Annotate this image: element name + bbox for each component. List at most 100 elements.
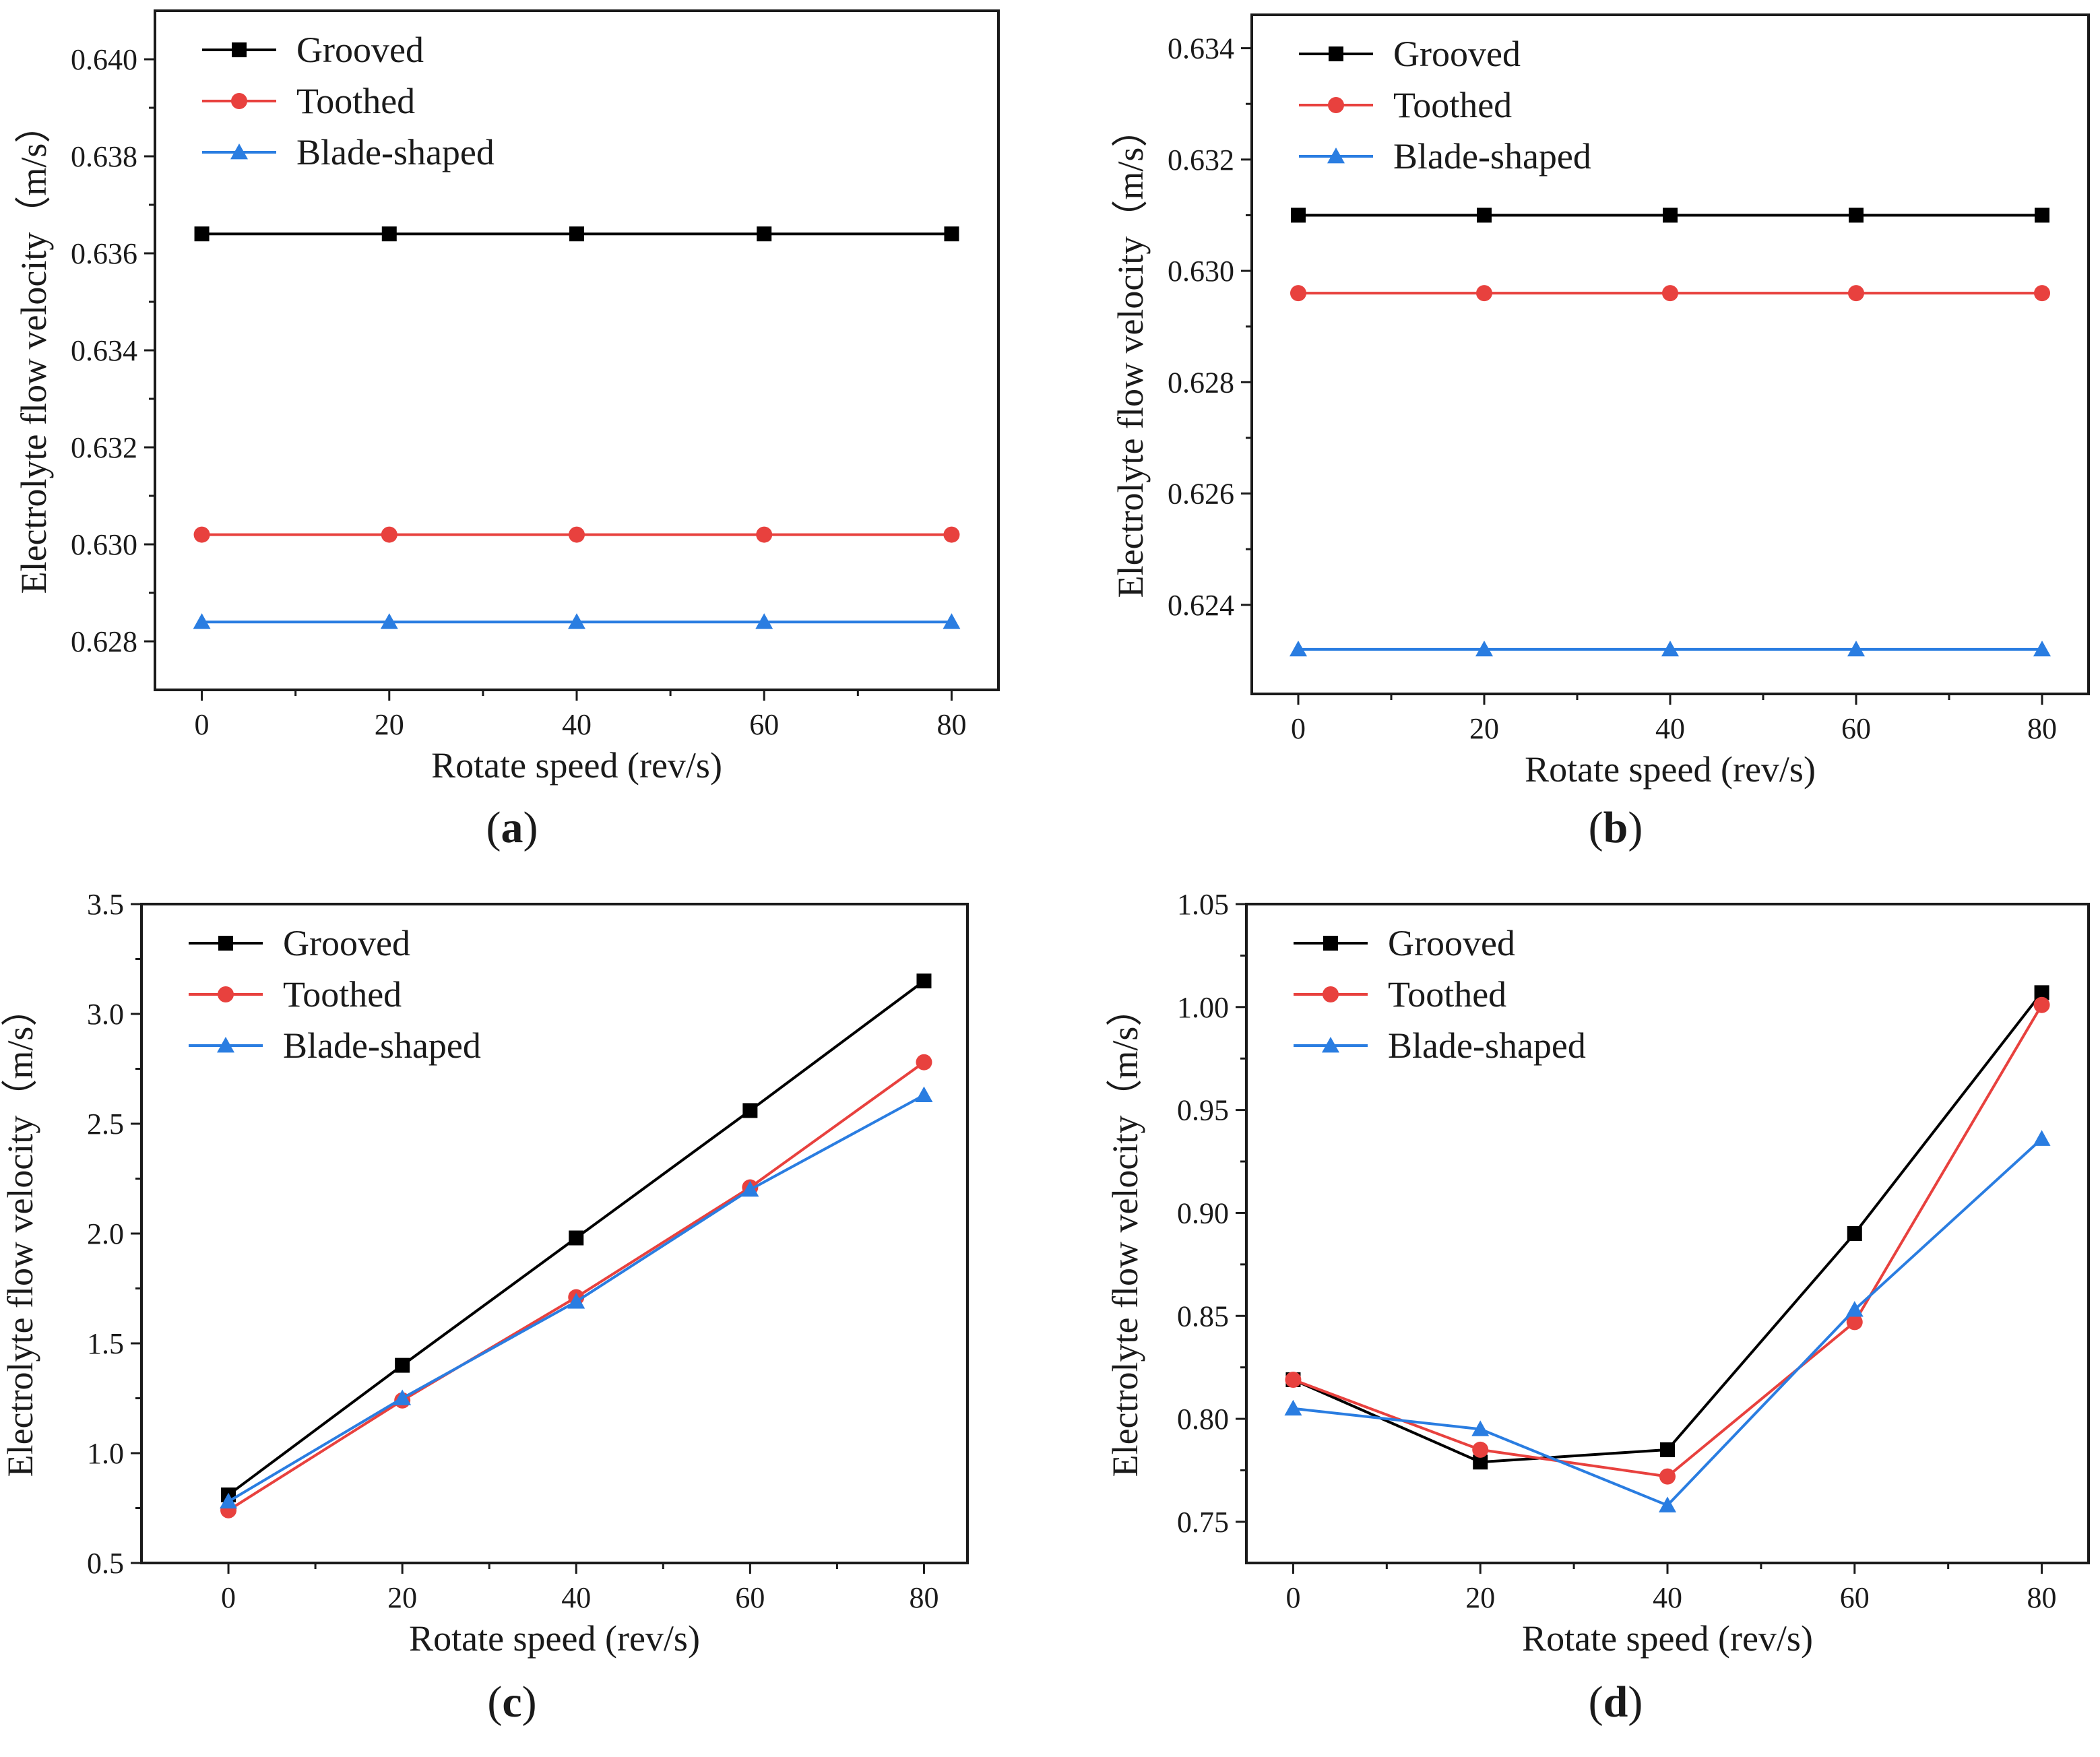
y-tick-label-d: 0.80 bbox=[1177, 1403, 1229, 1436]
data-point-d-blade-shaped bbox=[2033, 1130, 2051, 1146]
x-tick-label-c: 0 bbox=[221, 1581, 236, 1614]
data-point-c-toothed bbox=[916, 1054, 932, 1071]
legend-marker-a bbox=[230, 143, 248, 160]
y-tick-label-b: 0.634 bbox=[1168, 32, 1234, 65]
legend-label-b: Grooved bbox=[1393, 34, 1521, 74]
data-point-c-blade-shaped bbox=[915, 1086, 933, 1103]
y-tick-label-b: 0.626 bbox=[1168, 478, 1234, 511]
y-tick-label-a: 0.638 bbox=[71, 140, 137, 173]
y-tick-label-c: 2.5 bbox=[87, 1108, 124, 1141]
data-point-d-grooved bbox=[1473, 1455, 1488, 1470]
data-point-a-toothed bbox=[193, 526, 210, 543]
y-tick-label-c: 3.0 bbox=[87, 998, 124, 1031]
y-tick-label-a: 0.636 bbox=[71, 237, 137, 270]
y-axis-label-a: Electrolyte flow velocity（m/s） bbox=[13, 107, 54, 594]
legend-label-d: Toothed bbox=[1388, 974, 1506, 1015]
data-point-b-blade-shaped bbox=[1661, 640, 1679, 657]
x-tick-label-a: 20 bbox=[375, 708, 404, 741]
y-tick-label-d: 0.95 bbox=[1177, 1094, 1229, 1127]
legend-label-c: Grooved bbox=[283, 923, 410, 963]
data-point-a-grooved bbox=[194, 226, 210, 242]
y-tick-label-c: 2.0 bbox=[87, 1217, 124, 1250]
y-axis-label-b: Electrolyte flow velocity（m/s） bbox=[1110, 111, 1151, 598]
data-point-a-blade-shaped bbox=[943, 613, 961, 629]
y-tick-label-a: 0.630 bbox=[71, 528, 137, 561]
legend-marker-d bbox=[1323, 936, 1338, 951]
panel-caption-b: (b) bbox=[1589, 803, 1643, 852]
x-tick-label-a: 60 bbox=[749, 708, 779, 741]
x-tick-label-c: 60 bbox=[735, 1581, 765, 1614]
legend-label-b: Toothed bbox=[1393, 85, 1512, 125]
data-point-b-toothed bbox=[1848, 285, 1864, 302]
data-point-d-toothed bbox=[1285, 1371, 1302, 1388]
legend-marker-d bbox=[1323, 986, 1339, 1002]
data-point-b-grooved bbox=[1849, 207, 1864, 223]
data-point-d-toothed bbox=[2033, 996, 2050, 1013]
data-point-b-toothed bbox=[2034, 285, 2050, 302]
y-tick-label-d: 1.00 bbox=[1177, 991, 1229, 1024]
y-tick-label-d: 1.05 bbox=[1177, 888, 1229, 921]
x-tick-label-c: 40 bbox=[561, 1581, 591, 1614]
data-point-d-toothed bbox=[1846, 1314, 1863, 1331]
data-point-d-grooved bbox=[1847, 1226, 1862, 1241]
x-tick-label-a: 0 bbox=[195, 708, 210, 741]
x-tick-label-d: 60 bbox=[1840, 1581, 1870, 1614]
x-axis-label-a: Rotate speed (rev/s) bbox=[431, 745, 722, 786]
data-point-a-grooved bbox=[381, 226, 397, 242]
x-tick-label-a: 80 bbox=[936, 708, 966, 741]
legend-label-a: Blade-shaped bbox=[296, 132, 495, 172]
panel-caption-d: (d) bbox=[1589, 1678, 1643, 1727]
legend-marker-c bbox=[218, 936, 233, 951]
series-line-c-toothed bbox=[227, 1061, 925, 1512]
data-point-d-toothed bbox=[1659, 1468, 1676, 1485]
legend-marker-a bbox=[231, 93, 247, 109]
x-tick-label-a: 40 bbox=[562, 708, 592, 741]
legend-marker-b bbox=[1329, 46, 1343, 61]
x-tick-label-d: 20 bbox=[1465, 1581, 1495, 1614]
x-tick-label-c: 20 bbox=[387, 1581, 417, 1614]
panel-caption-letter-a: a bbox=[501, 803, 523, 852]
x-tick-label-b: 20 bbox=[1469, 712, 1499, 745]
x-tick-label-d: 40 bbox=[1653, 1581, 1682, 1614]
data-point-c-grooved bbox=[569, 1230, 584, 1246]
data-point-a-toothed bbox=[569, 526, 585, 543]
data-point-a-toothed bbox=[943, 526, 960, 543]
y-tick-label-c: 0.5 bbox=[87, 1547, 124, 1580]
legend-label-d: Grooved bbox=[1388, 923, 1515, 963]
data-point-b-toothed bbox=[1662, 285, 1678, 302]
data-point-a-grooved bbox=[757, 226, 772, 242]
data-point-b-blade-shaped bbox=[1847, 640, 1865, 657]
y-tick-label-c: 1.5 bbox=[87, 1327, 124, 1360]
y-axis-label-d: Electrolyte flow velocity（m/s） bbox=[1105, 990, 1145, 1477]
legend-marker-c bbox=[218, 986, 234, 1002]
x-axis-label-d: Rotate speed (rev/s) bbox=[1522, 1618, 1813, 1659]
x-tick-label-b: 60 bbox=[1841, 712, 1871, 745]
legend-marker-a bbox=[232, 42, 247, 57]
y-tick-label-b: 0.632 bbox=[1168, 143, 1234, 177]
panel-caption-a: (a) bbox=[486, 803, 538, 852]
panel-caption-letter-b: b bbox=[1603, 803, 1628, 852]
data-point-b-grooved bbox=[1477, 207, 1492, 223]
x-axis-label-b: Rotate speed (rev/s) bbox=[1525, 749, 1816, 790]
x-tick-label-b: 80 bbox=[2027, 712, 2057, 745]
x-axis-label-c: Rotate speed (rev/s) bbox=[409, 1618, 700, 1659]
plot-frame-a bbox=[154, 9, 1000, 691]
data-point-b-grooved bbox=[1663, 207, 1678, 223]
y-tick-label-c: 1.0 bbox=[87, 1437, 124, 1470]
chart-panel-b: 0 20 40 60 80 0.624 0.626 0.628 0.630 0.632 0.634 R… bbox=[1110, 13, 2090, 852]
y-tick-label-d: 0.90 bbox=[1177, 1196, 1229, 1229]
data-point-b-toothed bbox=[1476, 285, 1492, 302]
data-point-c-grooved bbox=[395, 1357, 410, 1373]
data-point-a-toothed bbox=[381, 526, 397, 543]
panel-caption-letter-c: c bbox=[502, 1678, 521, 1727]
data-point-d-blade-shaped bbox=[1284, 1399, 1302, 1416]
y-tick-label-d: 0.85 bbox=[1177, 1300, 1229, 1333]
x-tick-label-b: 0 bbox=[1291, 712, 1306, 745]
y-tick-label-b: 0.624 bbox=[1168, 589, 1234, 622]
legend-label-b: Blade-shaped bbox=[1393, 136, 1591, 177]
data-point-b-blade-shaped bbox=[2033, 640, 2051, 657]
data-point-c-blade-shaped bbox=[393, 1389, 412, 1405]
data-point-a-blade-shaped bbox=[193, 613, 211, 629]
data-point-c-grooved bbox=[916, 973, 932, 989]
